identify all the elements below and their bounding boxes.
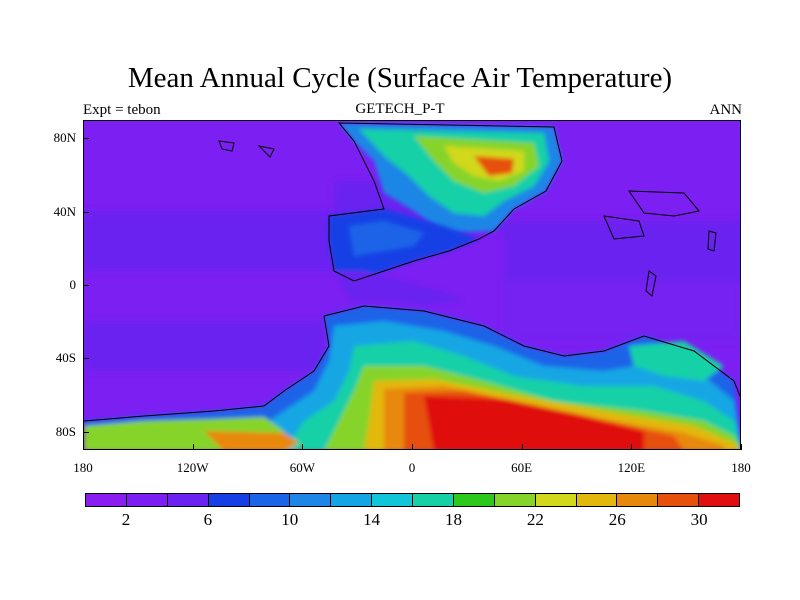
lon-tick-label: 60W xyxy=(289,460,315,475)
colorbar-box xyxy=(372,494,413,506)
colorbar-box xyxy=(576,494,618,506)
coastlines xyxy=(84,122,740,422)
colorbar-tick-label: 6 xyxy=(203,510,213,529)
lat-tick-label: 0 xyxy=(69,277,77,292)
colorbar-box xyxy=(535,494,577,506)
colorbar-box xyxy=(494,494,536,506)
lon-tick xyxy=(521,444,523,450)
dataset-label: GETECH_P-T xyxy=(355,101,445,117)
lon-tick-label: 0 xyxy=(408,460,416,475)
map-canvas xyxy=(84,121,740,449)
lat-tick xyxy=(83,358,89,360)
colorbar-tick-label: 30 xyxy=(690,510,708,529)
lon-tick xyxy=(631,444,633,450)
lon-tick xyxy=(412,444,413,450)
lat-tick xyxy=(83,138,89,140)
lat-tick-label: 80N xyxy=(53,130,76,146)
lon-tick xyxy=(192,444,194,450)
colorbar-box xyxy=(86,494,127,506)
colorbar-tick-label: 2 xyxy=(121,510,131,529)
lat-tick-label: 80S xyxy=(55,423,76,439)
colorbar-box xyxy=(167,494,209,506)
colorbar-box xyxy=(413,494,454,506)
lon-tick xyxy=(302,444,304,450)
colorbar-tick-label: 18 xyxy=(444,510,462,529)
lon-tick-label: 120E xyxy=(617,460,646,475)
lon-tick-label: 180 xyxy=(731,460,751,475)
experiment-label: Expt = tebon xyxy=(83,102,161,118)
colorbar xyxy=(85,493,740,507)
colorbar-box xyxy=(290,494,332,506)
colorbar-box xyxy=(249,494,291,506)
colorbar-box xyxy=(453,494,495,506)
colorbar-tick-label: 10 xyxy=(281,510,299,529)
colorbar-tick-label: 26 xyxy=(608,510,626,529)
colorbar-box xyxy=(617,494,659,506)
colorbar-tick-label: 14 xyxy=(363,510,381,529)
southern-landmass xyxy=(84,306,740,449)
northern-landmass xyxy=(339,123,562,233)
lat-tick-label: 40S xyxy=(55,350,76,366)
colorbar-box xyxy=(699,494,739,506)
colorbar-box xyxy=(658,494,700,506)
lon-tick xyxy=(83,444,84,450)
lon-tick-label: 60E xyxy=(511,460,533,475)
colorbar-box xyxy=(331,494,373,506)
central-landmass xyxy=(329,209,479,306)
chart-title: Mean Annual Cycle (Surface Air Temperatu… xyxy=(127,62,673,94)
season-label: ANN xyxy=(709,102,743,118)
colorbar-box xyxy=(126,494,168,506)
lat-tick xyxy=(83,431,89,433)
lon-tick-label: 180 xyxy=(73,460,93,475)
temperature-map xyxy=(83,120,741,450)
lat-tick-label: 40N xyxy=(53,203,76,219)
lon-tick-label: 120W xyxy=(176,460,209,475)
colorbar-box xyxy=(208,494,250,506)
lon-tick xyxy=(741,444,742,450)
lat-tick xyxy=(83,211,89,213)
colorbar-tick-label: 22 xyxy=(526,510,544,529)
lat-tick xyxy=(83,285,89,286)
